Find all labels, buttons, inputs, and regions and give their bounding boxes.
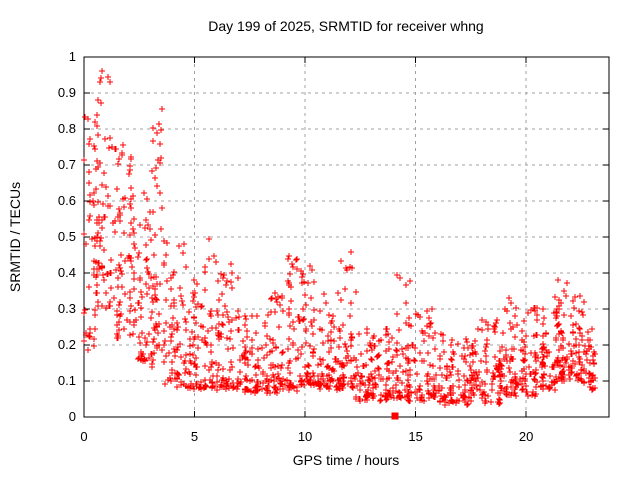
x-tick-label: 5 [191,429,198,444]
y-tick-label: 0.8 [58,121,76,136]
y-tick-label: 0.6 [58,193,76,208]
y-axis-label: SRMTID / TECUs [7,182,23,292]
chart-title: Day 199 of 2025, SRMTID for receiver whn… [208,18,483,34]
y-tick-label: 0.9 [58,85,76,100]
x-tick-label: 20 [519,429,533,444]
y-tick-label: 0.5 [58,229,76,244]
x-tick-label: 10 [298,429,312,444]
x-axis-label: GPS time / hours [293,452,400,468]
x-tick-label: 15 [408,429,422,444]
scatter-plus-markers [81,68,598,408]
scatter-points [81,68,598,408]
x-tick-label: 0 [80,429,87,444]
tick-labels: 0 5 10 15 20 0 0.1 0.2 0.3 0.4 0.5 0.6 0.7 0.8 0.9 1 [58,49,533,444]
y-tick-label: 0.2 [58,337,76,352]
y-tick-label: 1 [69,49,76,64]
y-tick-label: 0.7 [58,157,76,172]
y-tick-label: 0.4 [58,265,76,280]
y-tick-label: 0 [69,409,76,424]
y-tick-label: 0.1 [58,373,76,388]
outlier-square-marker [391,412,399,420]
outlier-filled-square [391,412,399,420]
y-tick-label: 0.3 [58,301,76,316]
